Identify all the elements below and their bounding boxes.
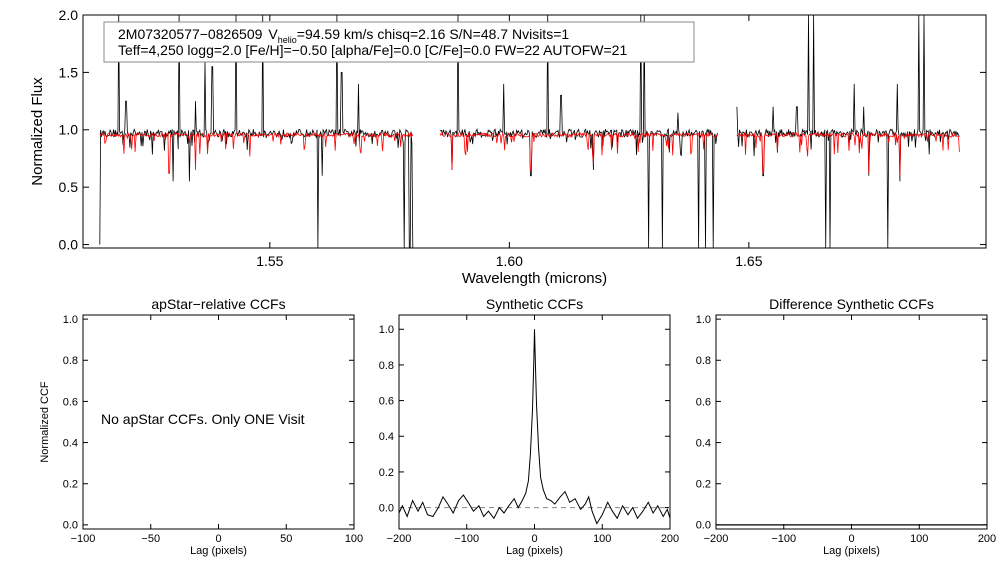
x-tick-label: 0 — [215, 533, 221, 545]
velocity-subscript: helio — [278, 35, 297, 45]
y-tick-label: 1.5 — [59, 64, 79, 80]
info-line-2: Teff=4,250 logg=2.0 [Fe/H]=−0.50 [alpha/… — [118, 42, 627, 58]
x-tick-label: −100 — [454, 533, 479, 545]
model-spectrum-line — [439, 131, 718, 171]
spectrum-panel: 1.55 1.60 1.65 0.0 0.5 1.0 1.5 2.0 Wavelength (m… — [29, 7, 987, 287]
x-tick-label: −200 — [387, 533, 412, 545]
x-tick-label: 200 — [661, 533, 679, 545]
y-tick-label: 0.0 — [63, 520, 78, 532]
synthetic-ccf-line — [398, 329, 671, 525]
y-tick-label: 0.6 — [379, 395, 394, 407]
no-ccf-message: No apStar CCFs. Only ONE Visit — [101, 411, 305, 427]
x-tick-label: 50 — [280, 533, 292, 545]
info-line-1-values: =94.59 km/s chisq=2.16 S/N=48.7 Nvisits=… — [297, 26, 570, 42]
y-tick-label: 0.8 — [379, 360, 394, 372]
x-tick-label: 0 — [848, 533, 854, 545]
star-id: 2M07320577−0826509 — [118, 26, 263, 42]
panel-title: apStar−relative CCFs — [151, 296, 285, 312]
y-tick-label: 0.4 — [63, 437, 78, 449]
plot-frame — [82, 14, 987, 249]
x-axis-label: Wavelength (microns) — [462, 270, 607, 287]
synthetic-ccf-panel: −200 −100 0 100 200 0.0 0.2 0.4 0.6 0.8 1.0 Lag (pi… — [379, 296, 679, 557]
info-box-frame — [103, 21, 695, 63]
y-tick-label: 0.0 — [379, 502, 394, 514]
x-axis-label: Lag (pixels) — [823, 545, 880, 557]
model-spectrum-line — [99, 131, 414, 174]
info-line-1: 2M07320577−0826509 Vhelio=94.59 km/s chis… — [118, 26, 569, 45]
stellar-parameters-box: 2M07320577−0826509 Vhelio=94.59 km/s chis… — [103, 21, 695, 63]
apstar-ccf-panel: −100 −50 0 50 100 0.0 0.2 0.4 0.6 0.8 1.0 Lag (pixe… — [39, 296, 363, 557]
x-tick-label: 0 — [531, 533, 537, 545]
y-tick-label: 0.2 — [379, 467, 394, 479]
x-tick-label: −100 — [771, 533, 796, 545]
velocity-symbol: V — [268, 26, 278, 42]
x-tick-label: −50 — [141, 533, 160, 545]
y-tick-label: 1.0 — [59, 122, 79, 138]
plot-frame — [715, 314, 988, 530]
x-tick-label: 200 — [978, 533, 996, 545]
y-tick-label: 0.6 — [696, 396, 711, 408]
y-tick-label: 0.0 — [696, 520, 711, 532]
x-tick-label: 100 — [910, 533, 928, 545]
x-tick-label: 100 — [345, 533, 363, 545]
y-tick-label: 0.5 — [59, 179, 79, 195]
x-tick-label: 1.60 — [496, 253, 523, 269]
y-tick-label: 1.0 — [63, 314, 78, 326]
x-tick-label: 100 — [593, 533, 611, 545]
x-tick-label: 1.55 — [256, 253, 283, 269]
x-tick-label: 1.65 — [735, 253, 762, 269]
x-axis-label: Lag (pixels) — [190, 545, 247, 557]
x-tick-label: −200 — [704, 533, 729, 545]
y-tick-label: 0.2 — [63, 479, 78, 491]
y-tick-label: 0.0 — [59, 236, 79, 252]
y-axis-label: Normalized Flux — [29, 77, 46, 186]
y-tick-label: 0.8 — [63, 355, 78, 367]
observed-spectrum-line — [736, 14, 960, 249]
y-tick-label: 0.6 — [63, 396, 78, 408]
y-tick-label: 0.4 — [696, 437, 711, 449]
panel-title: Synthetic CCFs — [486, 296, 583, 312]
y-tick-label: 2.0 — [59, 7, 79, 23]
x-tick-label: −100 — [71, 533, 96, 545]
y-tick-label: 0.4 — [379, 431, 394, 443]
y-tick-label: 0.2 — [696, 479, 711, 491]
model-spectrum-line — [736, 131, 960, 176]
y-axis-label: Normalized CCF — [39, 381, 51, 463]
y-tick-label: 0.8 — [696, 355, 711, 367]
y-tick-label: 1.0 — [696, 314, 711, 326]
difference-ccf-panel: −200 −100 0 100 200 0.0 0.2 0.4 0.6 0.8 1.0 Lag (pi… — [696, 296, 996, 557]
panel-title: Difference Synthetic CCFs — [769, 296, 934, 312]
x-axis-label: Lag (pixels) — [506, 545, 563, 557]
y-tick-label: 1.0 — [379, 324, 394, 336]
